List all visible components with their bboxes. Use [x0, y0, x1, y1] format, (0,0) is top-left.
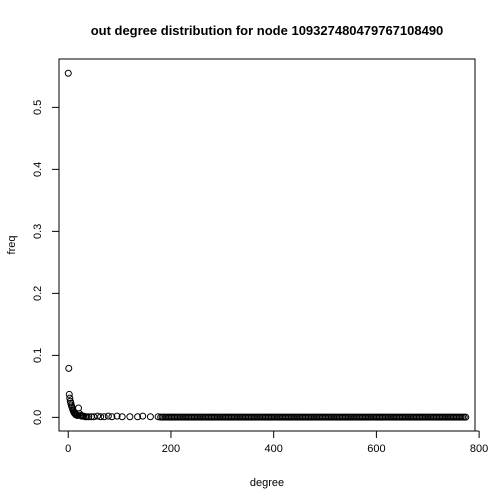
y-tick-label: 0.5 [32, 100, 44, 115]
data-point [108, 413, 116, 421]
data-point [104, 412, 112, 420]
y-tick-label: 0.1 [32, 348, 44, 363]
data-point [85, 413, 93, 421]
x-tick-label: 0 [65, 443, 71, 455]
data-point [66, 394, 74, 402]
plot-frame [58, 58, 476, 432]
data-point [139, 412, 147, 420]
chart-title: out degree distribution for node 1093274… [91, 23, 444, 38]
data-point [462, 413, 470, 421]
x-tick-label: 200 [162, 443, 180, 455]
data-point [65, 390, 73, 398]
data-point [90, 413, 98, 421]
data-point [134, 413, 142, 421]
x-tick-label: 600 [367, 443, 385, 455]
y-tick-label: 0.2 [32, 286, 44, 301]
data-point [146, 413, 154, 421]
data-point [65, 364, 73, 372]
data-point [118, 413, 126, 421]
data-point [97, 413, 105, 421]
y-tick-label: 0.4 [32, 162, 44, 177]
y-axis: 0.0 0.1 0.2 0.3 0.4 0.5 [32, 100, 60, 425]
y-tick-label: 0.0 [32, 410, 44, 425]
data-point [83, 413, 91, 421]
x-tick-label: 800 [470, 443, 488, 455]
data-point [64, 69, 72, 77]
data-point [100, 413, 108, 421]
y-axis-label: freq [6, 236, 18, 255]
x-axis-label: degree [250, 477, 284, 489]
x-axis: 0 200 400 600 800 [65, 430, 488, 455]
x-tick-label: 400 [264, 443, 282, 455]
data-point [94, 412, 102, 420]
data-point [75, 404, 83, 412]
data-points [64, 69, 470, 421]
y-tick-label: 0.3 [32, 224, 44, 239]
data-point [126, 413, 134, 421]
data-point [113, 412, 121, 420]
